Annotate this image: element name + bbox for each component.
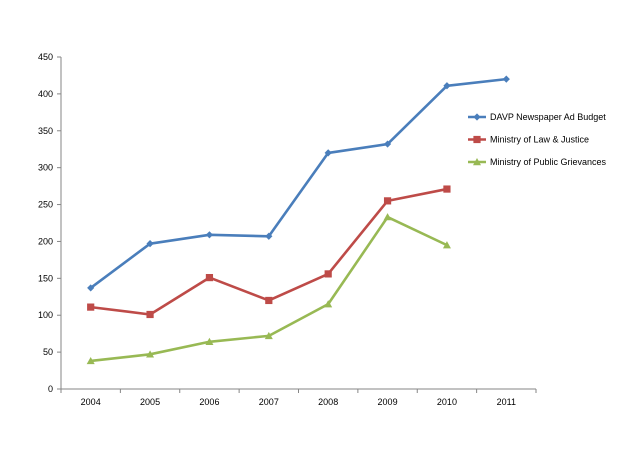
y-tick-label: 350 xyxy=(38,126,53,136)
x-tick-label: 2009 xyxy=(378,397,398,407)
series-3 xyxy=(86,213,451,365)
series-line xyxy=(89,77,507,289)
legend-label: Ministry of Public Grievances xyxy=(490,157,607,167)
legend-label: DAVP Newspaper Ad Budget xyxy=(490,112,606,122)
y-tick-label: 250 xyxy=(38,200,53,210)
y-axis-ticks: 0 50 100 150 200 250 300 350 400 450 xyxy=(38,52,61,394)
legend-item: Ministry of Law & Justice xyxy=(468,135,589,145)
y-tick-label: 300 xyxy=(38,163,53,173)
data-point xyxy=(443,82,451,90)
y-tick-label: 100 xyxy=(38,310,53,320)
legend-item: Ministry of Public Grievances xyxy=(468,157,607,167)
series-line xyxy=(90,187,448,316)
data-point xyxy=(87,284,95,292)
legend-marker xyxy=(473,158,481,166)
x-tick-label: 2006 xyxy=(199,397,219,407)
y-tick-label: 150 xyxy=(38,273,53,283)
data-point xyxy=(205,337,214,345)
x-tick-label: 2004 xyxy=(81,397,101,407)
x-tick-label: 2008 xyxy=(318,397,338,407)
legend-item: DAVP Newspaper Ad Budget xyxy=(468,112,606,122)
data-point xyxy=(442,241,451,249)
data-point xyxy=(146,350,155,358)
y-tick-label: 0 xyxy=(48,384,53,394)
legend-marker xyxy=(473,135,481,144)
y-tick-label: 200 xyxy=(38,236,53,246)
data-point xyxy=(324,300,333,308)
data-point xyxy=(146,310,154,319)
data-point xyxy=(324,149,332,157)
x-tick-label: 2011 xyxy=(497,397,516,407)
data-point xyxy=(443,185,451,193)
data-point xyxy=(205,273,214,282)
y-tick-label: 400 xyxy=(38,89,53,99)
data-point xyxy=(146,240,154,248)
data-point xyxy=(383,213,392,221)
series-1 xyxy=(87,75,510,292)
x-tick-label: 2007 xyxy=(259,397,279,407)
data-point xyxy=(264,331,273,340)
data-point xyxy=(265,296,273,305)
y-tick-label: 50 xyxy=(43,347,53,357)
series-layer xyxy=(86,75,510,365)
legend: DAVP Newspaper Ad Budget Ministry of Law … xyxy=(468,112,607,167)
y-tick-label: 450 xyxy=(38,52,53,62)
x-axis-ticks: 2004 2005 2006 2007 2008 2009 2010 2011 xyxy=(60,389,537,407)
data-point xyxy=(265,232,273,240)
data-point xyxy=(383,140,392,148)
x-tick-label: 2005 xyxy=(140,397,160,407)
x-tick-label: 2010 xyxy=(437,397,457,407)
data-point xyxy=(324,270,332,278)
series-2 xyxy=(87,185,451,319)
data-point xyxy=(383,197,392,205)
data-point xyxy=(205,231,214,239)
legend-marker xyxy=(473,113,481,121)
data-point xyxy=(87,303,95,311)
data-point xyxy=(86,356,95,365)
data-point xyxy=(502,75,510,83)
legend-label: Ministry of Law & Justice xyxy=(490,135,589,145)
